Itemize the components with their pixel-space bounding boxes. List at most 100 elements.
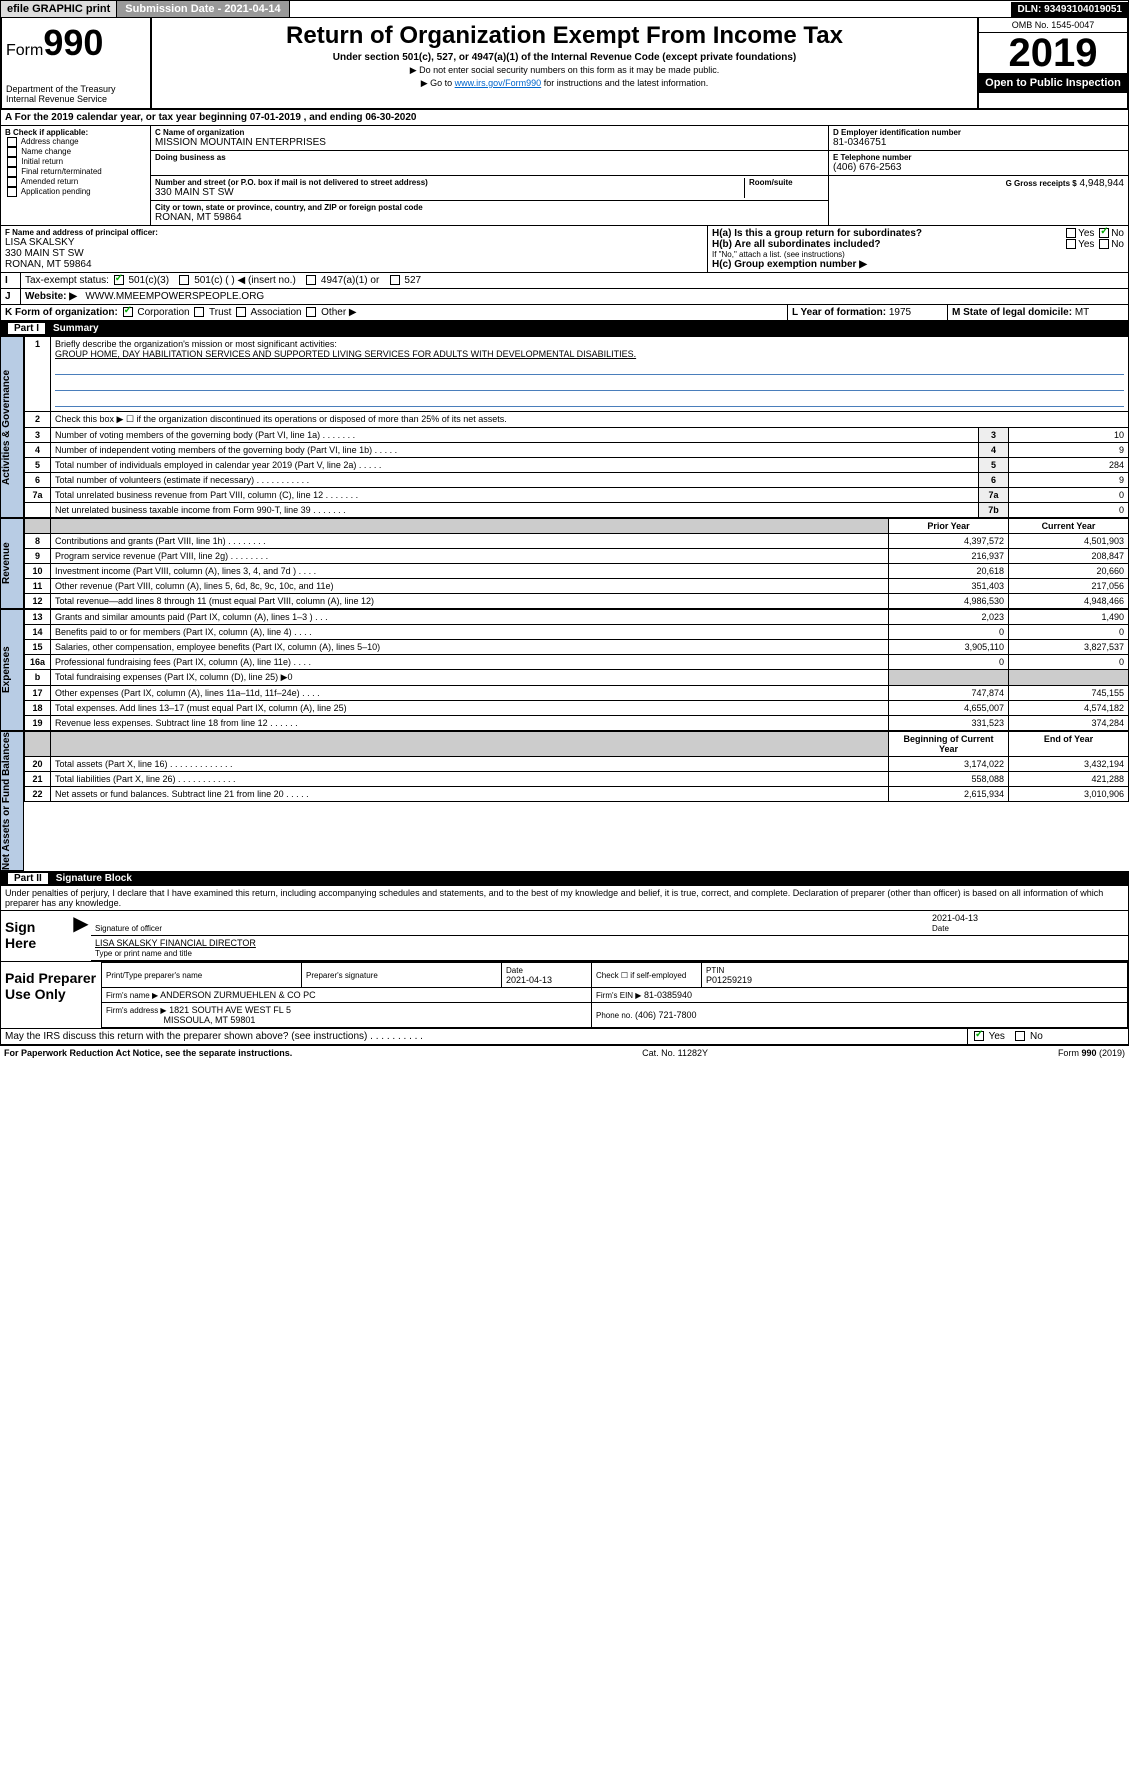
cat-no: Cat. No. 11282Y bbox=[642, 1048, 708, 1058]
paid-preparer-section: Paid Preparer Use Only Print/Type prepar… bbox=[0, 962, 1129, 1029]
right-info-col: D Employer identification number 81-0346… bbox=[828, 126, 1128, 225]
l14-prior: 0 bbox=[889, 625, 1009, 640]
open-inspection-badge: Open to Public Inspection bbox=[979, 73, 1127, 93]
l18-current: 4,574,182 bbox=[1009, 701, 1129, 716]
chk-name-change[interactable]: Name change bbox=[5, 147, 146, 157]
l19-current: 374,284 bbox=[1009, 716, 1129, 731]
line-7b-value: 0 bbox=[1009, 503, 1129, 518]
line-4-value: 9 bbox=[1009, 443, 1129, 458]
l15-prior: 3,905,110 bbox=[889, 640, 1009, 655]
line-7a-value: 0 bbox=[1009, 488, 1129, 503]
form-title: Return of Organization Exempt From Incom… bbox=[156, 22, 973, 50]
l13-current: 1,490 bbox=[1009, 610, 1129, 625]
chk-527[interactable] bbox=[390, 275, 400, 285]
tax-year: 2019 bbox=[979, 33, 1127, 73]
line-6-value: 9 bbox=[1009, 473, 1129, 488]
chk-other[interactable] bbox=[306, 307, 316, 317]
l12-current: 4,948,466 bbox=[1009, 594, 1129, 609]
chk-app-pending[interactable]: Application pending bbox=[5, 187, 146, 197]
mission-text: GROUP HOME, DAY HABILITATION SERVICES AN… bbox=[55, 349, 636, 359]
form-footer: Form 990 (2019) bbox=[1058, 1048, 1125, 1058]
line-3-value: 10 bbox=[1009, 428, 1129, 443]
chk-final-return[interactable]: Final return/terminated bbox=[5, 167, 146, 177]
discuss-yes[interactable] bbox=[974, 1031, 984, 1041]
chk-501c[interactable] bbox=[179, 275, 189, 285]
l21-end: 421,288 bbox=[1009, 772, 1129, 787]
l12-prior: 4,986,530 bbox=[889, 594, 1009, 609]
paid-preparer-label: Paid Preparer Use Only bbox=[1, 962, 101, 1028]
officer-addr1: 330 MAIN ST SW bbox=[5, 248, 703, 259]
ein: 81-0346751 bbox=[833, 137, 1124, 148]
dept-treasury: Department of the Treasury bbox=[6, 84, 146, 94]
firm-ein: 81-0385940 bbox=[644, 990, 692, 1000]
chk-address-change[interactable]: Address change bbox=[5, 137, 146, 147]
year-formed: 1975 bbox=[889, 307, 911, 318]
perjury-statement: Under penalties of perjury, I declare th… bbox=[0, 886, 1129, 911]
l13-prior: 2,023 bbox=[889, 610, 1009, 625]
irs-label: Internal Revenue Service bbox=[6, 94, 146, 104]
dln-label: DLN: 93493104019051 bbox=[1011, 2, 1128, 17]
gross-receipts: 4,948,944 bbox=[1080, 178, 1125, 189]
sign-date: 2021-04-13 bbox=[932, 913, 978, 923]
box-c: C Name of organization MISSION MOUNTAIN … bbox=[151, 126, 828, 225]
l14-current: 0 bbox=[1009, 625, 1129, 640]
box-b: B Check if applicable: Address change Na… bbox=[1, 126, 151, 225]
prep-date: 2021-04-13 bbox=[506, 975, 552, 985]
officer-addr2: RONAN, MT 59864 bbox=[5, 259, 703, 270]
phone: (406) 676-2563 bbox=[833, 162, 1124, 173]
side-label-expenses: Expenses bbox=[0, 609, 24, 731]
chk-501c3[interactable] bbox=[114, 275, 124, 285]
firm-name: ANDERSON ZURMUEHLEN & CO PC bbox=[160, 990, 316, 1000]
l8-current: 4,501,903 bbox=[1009, 534, 1129, 549]
form-header: Form990 Department of the Treasury Inter… bbox=[0, 18, 1129, 110]
l15-current: 3,827,537 bbox=[1009, 640, 1129, 655]
discuss-row: May the IRS discuss this return with the… bbox=[0, 1029, 1129, 1045]
top-bar: efile GRAPHIC print Submission Date - 20… bbox=[0, 0, 1129, 18]
chk-initial-return[interactable]: Initial return bbox=[5, 157, 146, 167]
l9-current: 208,847 bbox=[1009, 549, 1129, 564]
l16a-current: 0 bbox=[1009, 655, 1129, 670]
org-dba bbox=[155, 162, 824, 173]
chk-assoc[interactable] bbox=[236, 307, 246, 317]
discuss-no[interactable] bbox=[1015, 1031, 1025, 1041]
page-footer: For Paperwork Reduction Act Notice, see … bbox=[0, 1045, 1129, 1060]
sign-here-label: Sign Here bbox=[1, 911, 71, 961]
part-2-header: Part II Signature Block bbox=[0, 871, 1129, 886]
klm-row: K Form of organization: Corporation Trus… bbox=[0, 305, 1129, 321]
submission-date-button[interactable]: Submission Date - 2021-04-14 bbox=[117, 1, 289, 17]
sign-here-section: Sign Here ▶ Signature of officer 2021-04… bbox=[0, 911, 1129, 962]
org-city: RONAN, MT 59864 bbox=[155, 212, 824, 223]
form-note-2: ▶ Go to www.irs.gov/Form990 for instruct… bbox=[156, 78, 973, 89]
side-label-governance: Activities & Governance bbox=[0, 336, 24, 518]
firm-addr: 1821 SOUTH AVE WEST FL 5 bbox=[169, 1005, 291, 1015]
org-name: MISSION MOUNTAIN ENTERPRISES bbox=[155, 137, 824, 148]
website-row: J Website: ▶ WWW.MMEEMPOWERSPEOPLE.ORG bbox=[0, 289, 1129, 305]
form-number: Form990 bbox=[6, 22, 146, 64]
firm-addr2: MISSOULA, MT 59801 bbox=[164, 1015, 256, 1025]
tax-status-row: I Tax-exempt status: 501(c)(3) 501(c) ( … bbox=[0, 273, 1129, 289]
l10-prior: 20,618 bbox=[889, 564, 1009, 579]
l11-current: 217,056 bbox=[1009, 579, 1129, 594]
l8-prior: 4,397,572 bbox=[889, 534, 1009, 549]
net-assets-section: Net Assets or Fund Balances Beginning of… bbox=[0, 731, 1129, 871]
entity-info-section: B Check if applicable: Address change Na… bbox=[0, 126, 1129, 226]
revenue-section: Revenue Prior YearCurrent Year 8Contribu… bbox=[0, 518, 1129, 609]
chk-corp[interactable] bbox=[123, 307, 133, 317]
org-street: 330 MAIN ST SW bbox=[155, 187, 744, 198]
officer-name: LISA SKALSKY bbox=[5, 237, 703, 248]
h-a: H(a) Is this a group return for subordin… bbox=[712, 228, 1124, 239]
l10-current: 20,660 bbox=[1009, 564, 1129, 579]
chk-trust[interactable] bbox=[194, 307, 204, 317]
h-b: H(b) Are all subordinates included? Yes … bbox=[712, 239, 1124, 250]
side-label-revenue: Revenue bbox=[0, 518, 24, 609]
expenses-section: Expenses 13Grants and similar amounts pa… bbox=[0, 609, 1129, 731]
irs-link[interactable]: www.irs.gov/Form990 bbox=[455, 78, 542, 88]
website: WWW.MMEEMPOWERSPEOPLE.ORG bbox=[85, 291, 264, 302]
efile-print-button[interactable]: efile GRAPHIC print bbox=[1, 1, 117, 17]
form-subtitle: Under section 501(c), 527, or 4947(a)(1)… bbox=[156, 52, 973, 63]
arrow-icon: ▶ bbox=[71, 911, 91, 961]
l20-beg: 3,174,022 bbox=[889, 757, 1009, 772]
chk-4947[interactable] bbox=[306, 275, 316, 285]
chk-amended[interactable]: Amended return bbox=[5, 177, 146, 187]
h-c: H(c) Group exemption number ▶ bbox=[712, 259, 1124, 270]
